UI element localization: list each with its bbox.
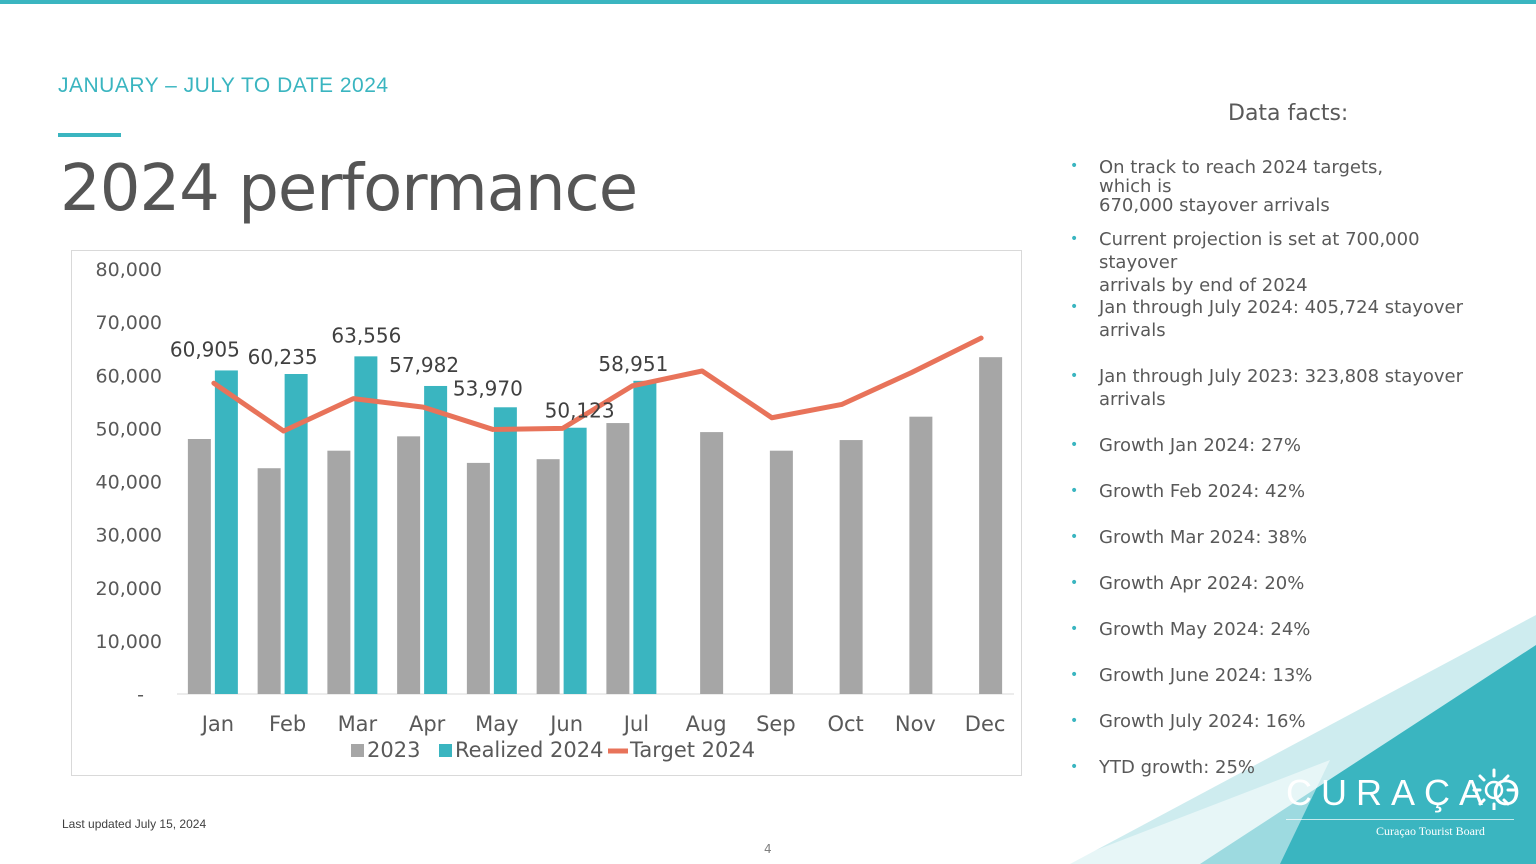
slide-subtitle: JANUARY – JULY TO DATE 2024 — [58, 74, 389, 97]
data-label: 60,905 — [170, 337, 240, 361]
bar-2023 — [397, 436, 421, 694]
bullet-icon: • — [1070, 483, 1079, 499]
bar-realized-2024 — [284, 374, 308, 694]
fact-text: Jan through July 2024: 405,724 stayover … — [1099, 297, 1464, 341]
y-tick-label: 20,000 — [96, 578, 162, 600]
logo-rule — [1286, 819, 1514, 820]
accent-rule — [58, 133, 121, 137]
x-tick-label: Apr — [409, 712, 446, 736]
top-accent-bar — [0, 0, 1536, 4]
legend-swatch-2023 — [351, 744, 364, 757]
page-number: 4 — [764, 842, 772, 856]
legend-label-2023: 2023 — [367, 738, 420, 762]
x-tick-label: Mar — [338, 712, 378, 736]
bar-2023 — [536, 459, 560, 694]
bullet-icon: • — [1070, 231, 1079, 247]
legend-label-realized-2024: Realized 2024 — [455, 738, 604, 762]
x-tick-label: Jun — [548, 712, 583, 736]
x-tick-label: Aug — [686, 712, 727, 736]
curacao-logo: CURAÇAO Curaçao Tourist Board — [1282, 766, 1522, 842]
bar-2023 — [606, 423, 630, 694]
bar-2023 — [909, 416, 933, 694]
fact-text: Growth May 2024: 24% — [1099, 619, 1311, 640]
y-tick-label: 40,000 — [96, 472, 162, 494]
x-tick-label: Dec — [965, 712, 1006, 736]
y-tick-label: 60,000 — [96, 365, 162, 387]
data-label: 50,123 — [545, 399, 615, 423]
x-tick-label: Oct — [827, 712, 863, 736]
bullet-icon: • — [1070, 667, 1079, 683]
bar-realized-2024 — [424, 385, 448, 694]
bullet-icon: • — [1070, 529, 1079, 545]
sun-icon — [1472, 768, 1516, 810]
bar-realized-2024 — [633, 380, 657, 694]
data-label: 58,951 — [598, 352, 668, 376]
fact-text: Growth Jan 2024: 27% — [1099, 435, 1301, 456]
bullet-icon: • — [1070, 158, 1079, 174]
bar-realized-2024 — [493, 407, 517, 694]
x-tick-label: May — [475, 712, 518, 736]
data-label: 57,982 — [389, 353, 459, 377]
y-tick-label: 80,000 — [96, 259, 162, 281]
chart-container: - 10,000 20,000 30,000 40,000 50,000 60,000 70,… — [71, 250, 1022, 776]
bar-2023 — [187, 439, 211, 694]
bar-2023 — [700, 432, 724, 694]
x-tick-label: Sep — [756, 712, 796, 736]
bar-2023 — [466, 462, 490, 694]
fact-text: Growth July 2024: 16% — [1099, 711, 1306, 732]
bullet-icon: • — [1070, 759, 1079, 775]
facts-title: Data facts: — [1228, 101, 1349, 126]
x-tick-label: Jan — [200, 712, 234, 736]
data-label: 63,556 — [331, 323, 401, 347]
bullet-icon: • — [1070, 575, 1079, 591]
y-tick-label: 50,000 — [96, 418, 162, 440]
legend-swatch-realized-2024 — [439, 744, 452, 757]
fact-text: Growth Mar 2024: 38% — [1099, 527, 1308, 548]
bullet-icon: • — [1070, 299, 1079, 315]
page-title: 2024 performance — [60, 152, 638, 226]
legend-label-target-2024: Target 2024 — [629, 738, 755, 762]
x-tick-label: Feb — [269, 712, 306, 736]
y-tick-label: 30,000 — [96, 525, 162, 547]
last-updated-note: Last updated July 15, 2024 — [62, 817, 207, 831]
fact-text: Jan through July 2023: 323,808 stayover … — [1099, 366, 1464, 410]
x-tick-label: Jul — [622, 712, 649, 736]
fact-text: Growth June 2024: 13% — [1099, 665, 1313, 686]
bar-realized-2024 — [354, 356, 378, 694]
y-tick-label: 10,000 — [96, 631, 162, 653]
logo-subtext: Curaçao Tourist Board — [1376, 824, 1485, 838]
bar-realized-2024 — [563, 427, 587, 694]
target-2024-line — [211, 335, 984, 434]
fact-text: YTD growth: 25% — [1099, 757, 1255, 778]
bar-2023 — [839, 440, 863, 694]
fact-text: Growth Feb 2024: 42% — [1099, 481, 1306, 502]
bar-2023 — [979, 357, 1003, 694]
bullet-icon: • — [1070, 713, 1079, 729]
bar-2023 — [257, 468, 281, 694]
fact-text: Growth Apr 2024: 20% — [1099, 573, 1305, 594]
data-label: 60,235 — [248, 345, 318, 369]
y-tick-label: 70,000 — [96, 312, 162, 334]
x-tick-label: Nov — [895, 712, 936, 736]
data-label: 53,970 — [453, 376, 523, 400]
bar-2023 — [769, 450, 793, 694]
bullet-icon: • — [1070, 368, 1079, 384]
bar-realized-2024 — [214, 370, 238, 694]
performance-chart: - 10,000 20,000 30,000 40,000 50,000 60,000 70,… — [96, 259, 1014, 762]
fact-text: On track to reach 2024 targets, which is… — [1099, 157, 1384, 216]
bar-2023 — [327, 450, 351, 694]
bullet-icon: • — [1070, 437, 1079, 453]
fact-text: Current projection is set at 700,000 sta… — [1099, 229, 1420, 296]
y-tick-label: - — [137, 684, 144, 706]
bullet-icon: • — [1070, 621, 1079, 637]
